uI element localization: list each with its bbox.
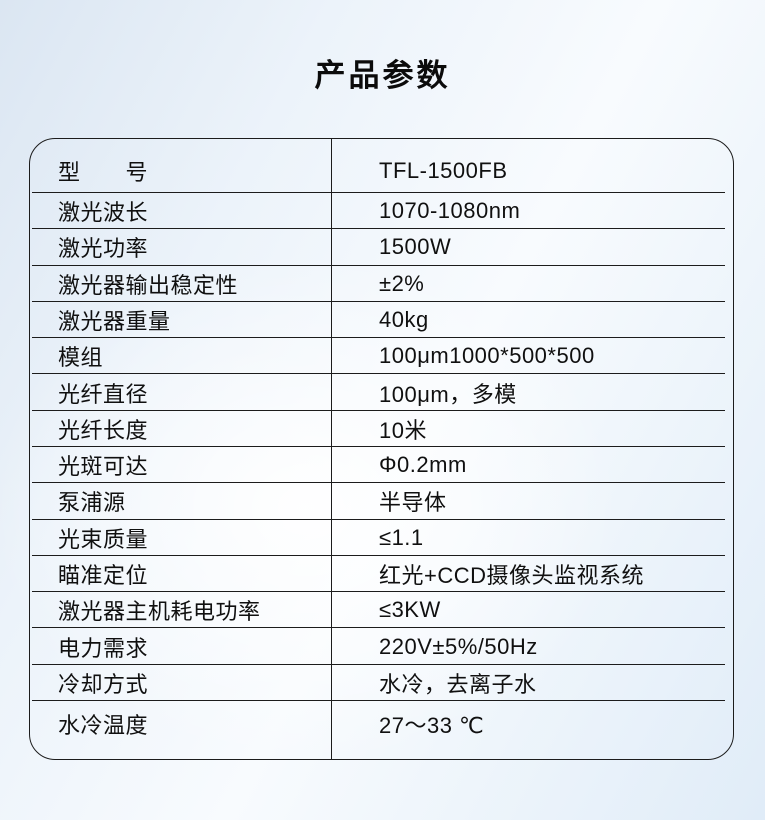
table-row: 光纤长度 10米: [30, 410, 733, 448]
spec-value: 40kg: [331, 301, 733, 339]
spec-label: 激光器主机耗电功率: [58, 599, 261, 625]
table-row: 水冷温度 27～33 ℃: [30, 700, 733, 759]
spec-label: 泵浦源: [58, 490, 126, 516]
table-row: 光斑可达 Φ0.2mm: [30, 446, 733, 484]
table-row: 光纤直径 100μm，多模: [30, 374, 733, 411]
table-row: 激光器主机耗电功率 ≤3KW: [30, 592, 733, 629]
table-row: 激光功率 1500W: [30, 229, 733, 266]
spec-value: 27～33 ℃: [331, 700, 733, 759]
spec-value: 半导体: [331, 483, 733, 520]
spec-value: 100μm1000*500*500: [331, 338, 733, 375]
spec-label: 冷却方式: [58, 671, 149, 697]
page-title: 产品参数: [314, 58, 451, 93]
spec-value: 红光+CCD摄像头监视系统: [331, 555, 733, 593]
spec-label: 激光功率: [58, 236, 149, 262]
spec-label: 光纤长度: [58, 417, 149, 443]
spec-value: 220V±5%/50Hz: [331, 628, 733, 665]
table-row: 电力需求 220V±5%/50Hz: [30, 628, 733, 665]
table-row: 瞄准定位 红光+CCD摄像头监视系统: [30, 555, 733, 593]
spec-label: 激光器输出稳定性: [58, 272, 239, 298]
spec-label: 水冷温度: [58, 712, 149, 738]
spec-value: 1500W: [331, 229, 733, 266]
table-row: 激光波长 1070-1080nm: [30, 193, 733, 230]
table-row: 型 号 TFL-1500FB: [30, 139, 733, 193]
spec-table: 型 号 TFL-1500FB 激光波长 1070-1080nm 激光功率 150…: [29, 138, 734, 760]
table-row: 模组 100μm1000*500*500: [30, 338, 733, 375]
spec-value: 100μm，多模: [331, 374, 733, 411]
spec-label: 光束质量: [58, 526, 149, 552]
table-row: 泵浦源 半导体: [30, 483, 733, 520]
spec-label: 激光波长: [58, 200, 149, 226]
spec-value: 水冷，去离子水: [331, 664, 733, 701]
table-row: 冷却方式 水冷，去离子水: [30, 664, 733, 702]
spec-label: 光纤直径: [58, 381, 149, 407]
table-row: 激光器重量 40kg: [30, 301, 733, 339]
spec-value: 10米: [331, 410, 733, 447]
spec-label: 激光器重量: [58, 308, 171, 334]
spec-value: ≤1.1: [331, 519, 733, 556]
spec-value: Φ0.2mm: [331, 446, 733, 484]
spec-label: 模组: [58, 345, 104, 371]
spec-label: 光斑可达: [58, 454, 149, 480]
spec-label: 瞄准定位: [58, 562, 149, 588]
spec-value: ≤3KW: [331, 592, 733, 629]
spec-value: 1070-1080nm: [331, 193, 733, 230]
table-row: 激光器输出稳定性 ±2%: [30, 265, 733, 303]
spec-value: ±2%: [331, 265, 733, 302]
spec-label: 电力需求: [58, 635, 149, 661]
spec-label: 型 号: [58, 160, 149, 185]
table-row: 光束质量 ≤1.1: [30, 519, 733, 557]
spec-value: TFL-1500FB: [331, 139, 733, 193]
